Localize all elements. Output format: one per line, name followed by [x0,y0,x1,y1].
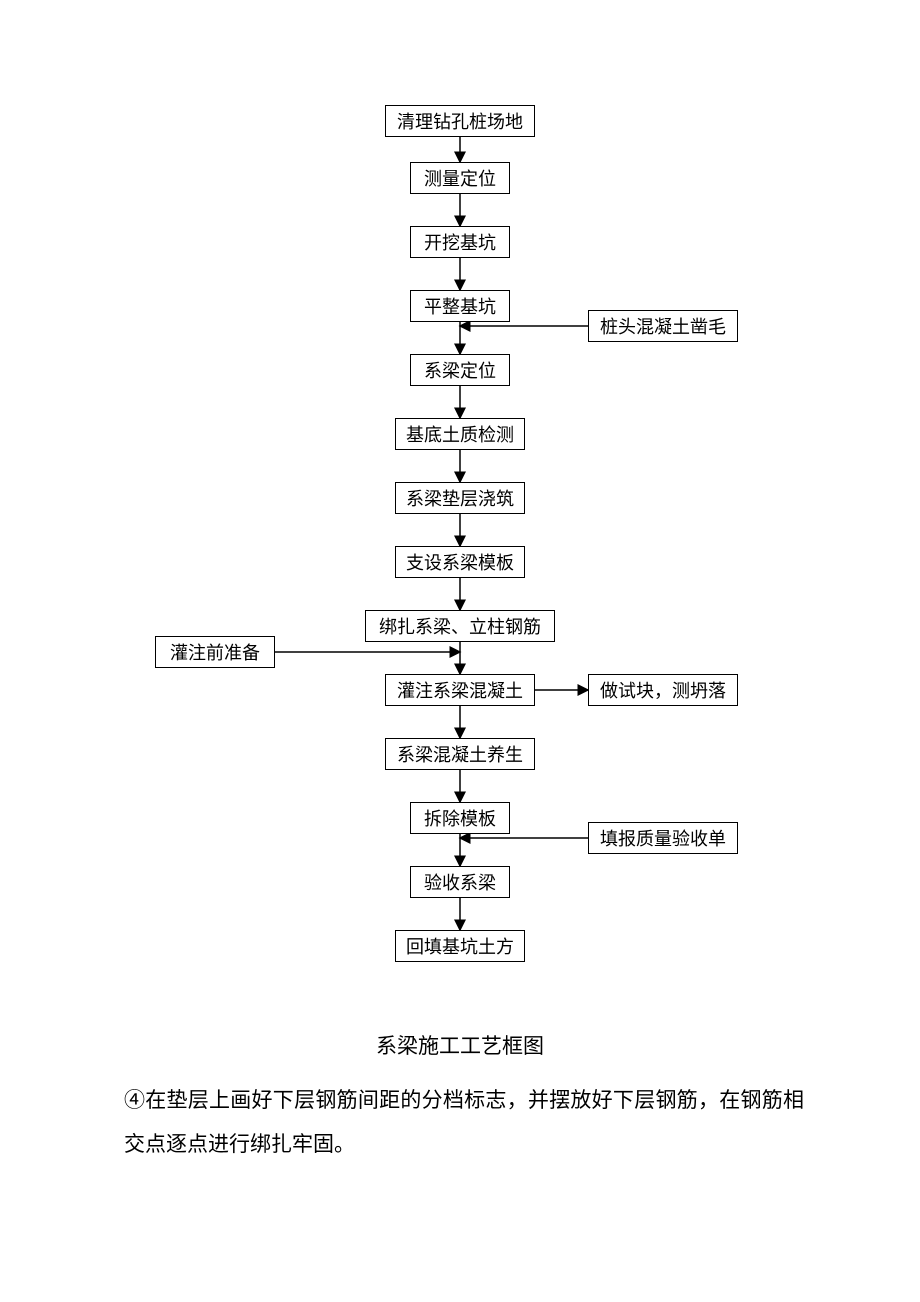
flow-node-n2: 测量定位 [410,162,510,194]
flow-node-n4: 平整基坑 [410,290,510,322]
flow-node-s1: 桩头混凝土凿毛 [588,310,738,342]
flow-node-s4: 填报质量验收单 [588,822,738,854]
flow-node-n13: 验收系梁 [410,866,510,898]
flow-node-s3: 做试块，测坍落 [588,674,738,706]
flow-node-n12: 拆除模板 [410,802,510,834]
flow-node-n3: 开挖基坑 [410,226,510,258]
flowchart-caption: 系梁施工工艺框图 [0,1030,920,1060]
flow-node-n10: 灌注系梁混凝土 [385,674,535,706]
flowchart-container: 清理钻孔桩场地测量定位开挖基坑平整基坑桩头混凝土凿毛系梁定位基底土质检测系梁垫层… [0,0,920,1000]
flow-node-s2: 灌注前准备 [155,636,275,668]
flow-node-n9: 绑扎系梁、立柱钢筋 [365,610,555,642]
flow-node-n1: 清理钻孔桩场地 [385,105,535,137]
flow-node-n6: 基底土质检测 [395,418,525,450]
body-paragraph: ④在垫层上画好下层钢筋间距的分档标志，并摆放好下层钢筋，在钢筋相交点逐点进行绑扎… [124,1078,804,1166]
flow-node-n14: 回填基坑土方 [395,930,525,962]
flow-node-n7: 系梁垫层浇筑 [395,482,525,514]
flow-node-n5: 系梁定位 [410,354,510,386]
flow-node-n8: 支设系梁模板 [395,546,525,578]
flow-node-n11: 系梁混凝土养生 [385,738,535,770]
